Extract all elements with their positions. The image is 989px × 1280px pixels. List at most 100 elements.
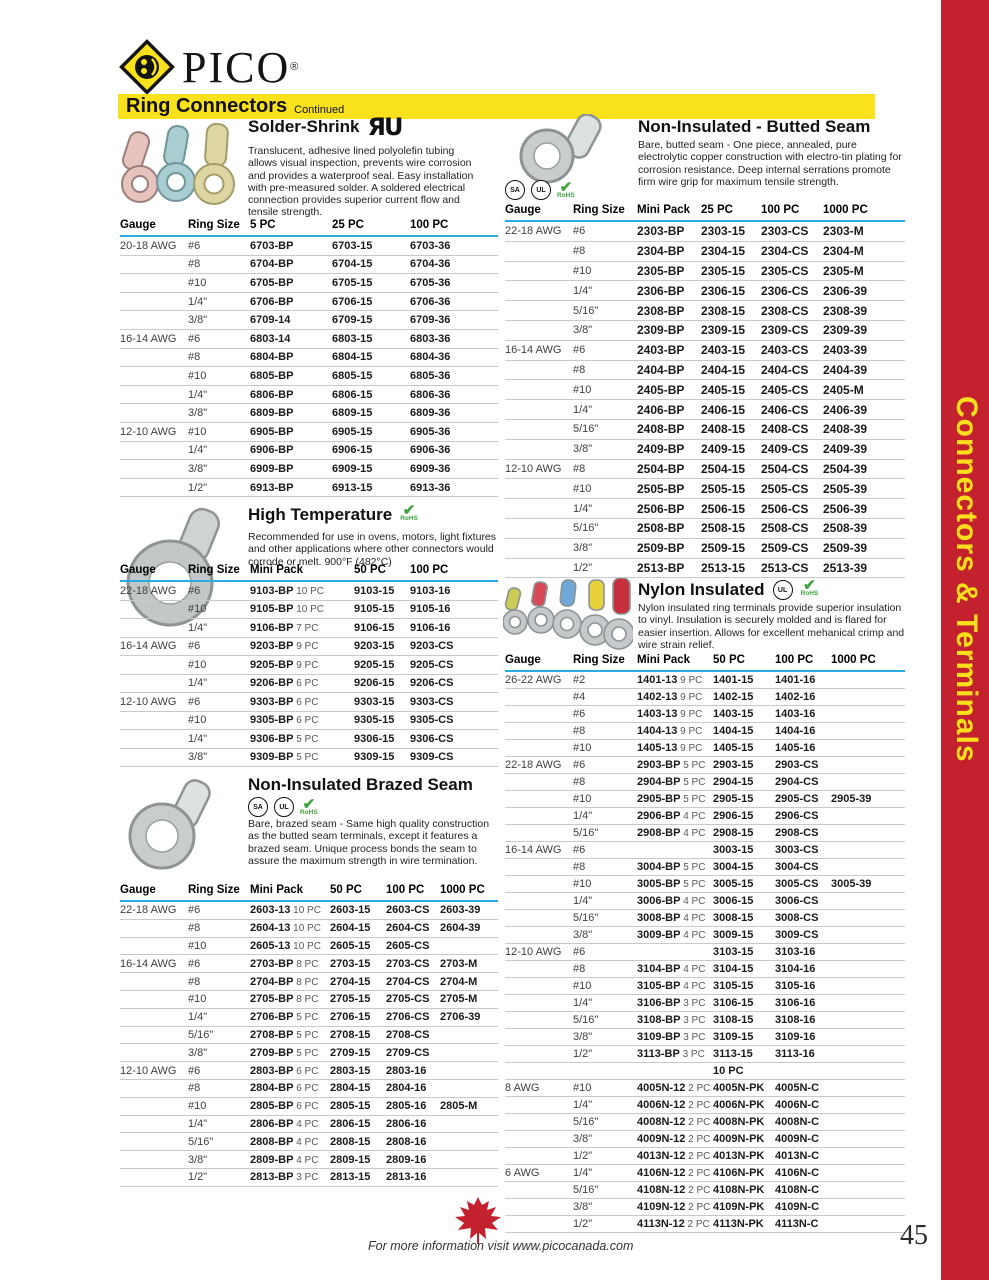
part-number-cell [831, 909, 905, 927]
part-number-cell: 1404-15 [713, 722, 775, 740]
part-number-cell: 3009-15 [713, 926, 775, 944]
part-number-cell: 3005-BP 5 PC [637, 875, 713, 893]
part-number-cell: 2904-CS [775, 773, 831, 791]
part-number-cell: 2704-CS [386, 972, 440, 991]
table-row: 1/4" 2406-BP 2406-15 2406-CS 2406-39 [505, 399, 905, 420]
part-number-cell: 3008-BP 4 PC [637, 909, 713, 927]
part-number-cell: 2706-15 [330, 1008, 386, 1027]
column-header: 25 PC [332, 219, 410, 237]
table-row: #10 9105-BP 10 PC 9105-15 9105-16 [120, 600, 498, 619]
part-number-cell: 2703-15 [330, 954, 386, 974]
gauge-cell: 26-22 AWG [505, 671, 573, 689]
table-row: #10 6705-BP 6705-15 6705-36 [120, 273, 498, 293]
gauge-cell [505, 1062, 573, 1080]
part-number-cell: 2306-39 [823, 280, 905, 302]
part-number-cell: 4113N-PK [713, 1215, 775, 1233]
part-number-cell: 2603-15 [330, 901, 386, 920]
gauge-cell [120, 273, 188, 293]
part-number-cell: 3106-16 [775, 994, 831, 1012]
gauge-cell [505, 1198, 573, 1216]
part-number-cell: 3108-16 [775, 1011, 831, 1029]
part-number-cell: 4005N-PK [713, 1079, 775, 1097]
gauge-cell [505, 960, 573, 978]
part-number-cell: 2509-39 [823, 538, 905, 559]
part-number-cell: 4008N-12 2 PC [637, 1113, 713, 1131]
part-number-cell: 2705-CS [386, 990, 440, 1009]
ring-size-cell: #6 [573, 221, 637, 242]
table-row: #10 1405-13 9 PC 1405-15 1405-16 [505, 739, 905, 757]
gauge-cell [505, 977, 573, 995]
ring-size-cell: #8 [573, 858, 637, 876]
table-row: 12-10 AWG #10 6905-BP 6905-15 6905-36 [120, 422, 498, 442]
table-row: 3/8" 2509-BP 2509-15 2509-CS 2509-39 [505, 538, 905, 559]
part-number-cell: 6913-15 [332, 478, 410, 498]
part-number-cell: 2305-BP [637, 261, 701, 282]
part-number-cell: 2903-BP 5 PC [637, 756, 713, 774]
ring-size-cell: #10 [188, 273, 250, 293]
table-row: 6 AWG 1/4" 4106N-12 2 PC 4106N-PK 4106N-C [505, 1164, 905, 1182]
part-number-cell: 3103-15 [713, 943, 775, 961]
part-number-cell [831, 977, 905, 995]
gauge-cell [505, 1147, 573, 1165]
part-number-cell [831, 1028, 905, 1046]
column-header: Ring Size [188, 564, 250, 582]
ring-size-cell: 1/4" [573, 399, 637, 420]
part-number-cell: 2813-15 [330, 1168, 386, 1187]
part-number-cell: 4108N-PK [713, 1181, 775, 1199]
part-number-cell: 1401-13 9 PC [637, 671, 713, 689]
part-number-cell: 2905-BP 5 PC [637, 790, 713, 808]
table-row: 1/2" 2813-BP 3 PC 2813-15 2813-16 [120, 1168, 498, 1187]
ring-size-cell: 1/4" [188, 1115, 250, 1134]
part-number-cell: 9306-15 [354, 729, 410, 749]
brand-name: PICO [182, 42, 291, 92]
part-number-cell: 6805-36 [410, 366, 498, 386]
side-category-label: Connectors & Terminals [950, 396, 983, 763]
ring-size-cell: #6 [573, 705, 637, 723]
table-row: 1/4" 4006N-12 2 PC 4006N-PK 4006N-C [505, 1096, 905, 1114]
part-number-cell [831, 1011, 905, 1029]
part-number-cell: 4013N-C [775, 1147, 831, 1165]
part-number-cell: 2706-BP 5 PC [250, 1008, 330, 1027]
table-row: #8 2604-13 10 PC 2604-15 2604-CS 2604-39 [120, 919, 498, 938]
part-number-cell: 2803-BP 6 PC [250, 1061, 330, 1080]
ring-size-cell: 1/4" [573, 994, 637, 1012]
gauge-cell [505, 498, 573, 519]
gauge-cell [120, 1132, 188, 1152]
gauge-cell: 12-10 AWG [505, 943, 573, 961]
part-number-cell: 2905-15 [713, 790, 775, 808]
gauge-cell [505, 790, 573, 808]
part-number-cell: 3005-39 [831, 875, 905, 893]
gauge-cell [505, 558, 573, 579]
part-number-cell: 4013N-PK [713, 1147, 775, 1165]
ring-size-cell: #8 [573, 960, 637, 978]
table-row: #10 2505-BP 2505-15 2505-CS 2505-39 [505, 478, 905, 500]
column-header: 1000 PC [440, 884, 498, 902]
column-header: Mini Pack [250, 884, 330, 902]
table-row: #6 1403-13 9 PC 1403-15 1403-16 [505, 705, 905, 723]
gauge-cell: 22-18 AWG [120, 901, 188, 920]
part-number-cell: 2708-CS [386, 1026, 440, 1045]
ring-size-cell: 5/16" [573, 1113, 637, 1131]
part-number-cell: 3006-BP 4 PC [637, 892, 713, 910]
part-number-cell: 2908-CS [775, 824, 831, 842]
column-header: 5 PC [250, 219, 332, 237]
ring-size-cell: 3/8" [573, 538, 637, 559]
part-number-cell: 9105-16 [410, 600, 498, 619]
part-number-cell: 4009N-12 2 PC [637, 1130, 713, 1148]
part-number-cell: 9306-BP 5 PC [250, 729, 354, 749]
section-header-high-temperature: High Temperature ✔ RoHS [248, 503, 418, 525]
part-number-cell: 3005-CS [775, 875, 831, 893]
part-number-cell: 2405-BP [637, 379, 701, 401]
part-number-cell: 6803-14 [250, 329, 332, 349]
part-number-cell: 2513-15 [701, 558, 761, 579]
part-number-cell [440, 937, 498, 956]
part-number-cell: 2709-CS [386, 1043, 440, 1063]
table-row: #10 9205-BP 9 PC 9205-15 9205-CS [120, 655, 498, 675]
part-number-cell: 2604-39 [440, 919, 498, 938]
part-number-cell: 2304-15 [701, 241, 761, 262]
gauge-cell: 8 AWG [505, 1079, 573, 1097]
gauge-cell [120, 1079, 188, 1098]
gauge-cell [505, 419, 573, 440]
gauge-cell [120, 1115, 188, 1134]
ring-size-cell: #6 [573, 841, 637, 859]
